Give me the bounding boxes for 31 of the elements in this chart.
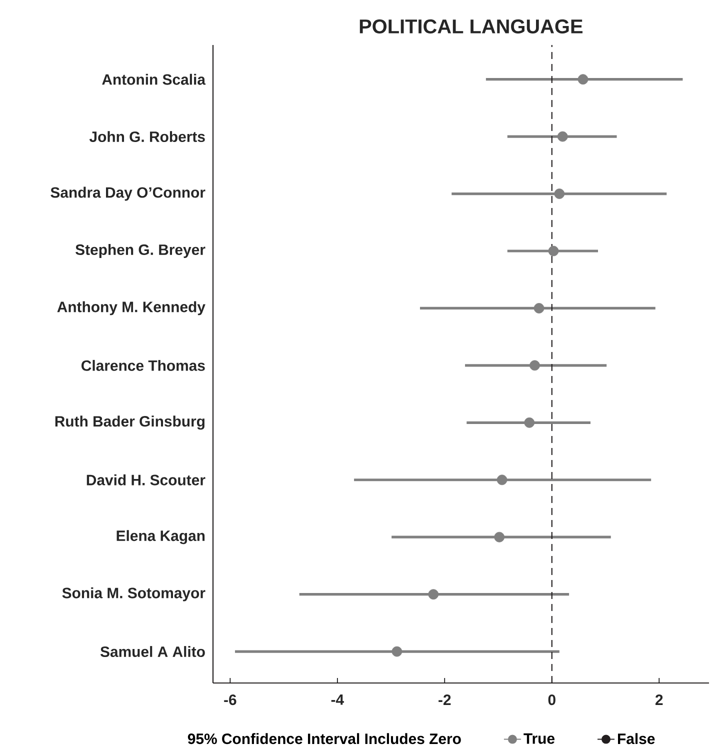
point (524, 417, 535, 428)
chart-title: POLITICAL LANGUAGE (360, 19, 582, 34)
y-tick-label: Stephen G. Breyer (76, 244, 206, 258)
legend-label: False (618, 733, 655, 744)
point (534, 303, 544, 314)
y-tick-label: Sandra Day O’Connor (50, 186, 206, 201)
legend-label: True (524, 733, 555, 744)
y-tick-label: Ruth Bader Ginsburg (55, 416, 204, 430)
y-tick-label: Samuel A Alito (100, 646, 205, 658)
y-tick-label: Sonia M. Sotomayor (62, 587, 206, 602)
point (530, 360, 540, 371)
x-tick-label: -2 (438, 694, 451, 705)
point (392, 646, 402, 657)
y-tick-label: Elena Kagan (116, 530, 205, 544)
y-tick-label: John G. Roberts (89, 131, 205, 142)
point (494, 532, 505, 542)
x-tick-label: -6 (224, 694, 236, 706)
y-tick-label: David H. Scouter (86, 474, 206, 486)
point (557, 131, 568, 142)
point (428, 589, 439, 600)
point (554, 188, 565, 199)
x-tick-label: 2 (655, 694, 663, 705)
y-tick-label: Antonin Scalia (102, 74, 206, 85)
y-tick-label: Clarence Thomas (82, 360, 205, 371)
legend-title: 95% Confidence Interval Includes Zero (188, 733, 461, 744)
point (496, 474, 508, 486)
y-tick-label: Anthony M. Kennedy (57, 301, 206, 316)
point (548, 246, 559, 256)
x-tick-label: -4 (331, 694, 344, 705)
point (578, 74, 588, 85)
x-tick-label: 0 (548, 694, 556, 706)
